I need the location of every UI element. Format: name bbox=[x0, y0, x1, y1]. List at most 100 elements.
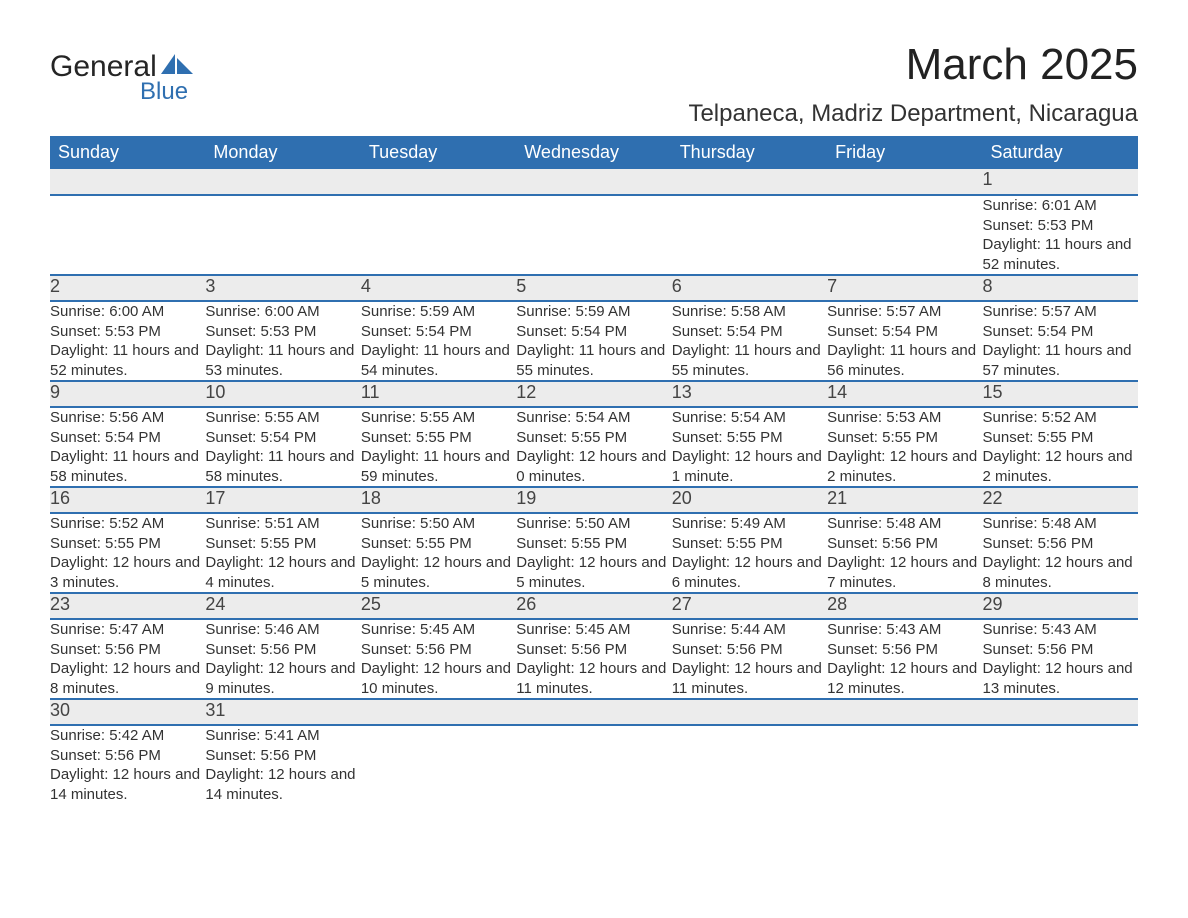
day-detail-cell bbox=[361, 725, 516, 804]
sunrise-line: Sunrise: 5:43 AM bbox=[983, 620, 1138, 640]
col-friday: Friday bbox=[827, 136, 982, 169]
sunset-line: Sunset: 5:54 PM bbox=[983, 322, 1138, 342]
day-detail-cell bbox=[205, 195, 360, 275]
sunrise-line: Sunrise: 5:57 AM bbox=[983, 302, 1138, 322]
day-number-cell bbox=[827, 699, 982, 725]
day-number-cell bbox=[205, 169, 360, 195]
daylight-line: Daylight: 12 hours and 5 minutes. bbox=[361, 553, 516, 592]
day-number-cell: 9 bbox=[50, 381, 205, 407]
day-detail-cell: Sunrise: 5:59 AMSunset: 5:54 PMDaylight:… bbox=[516, 301, 671, 381]
sunrise-line: Sunrise: 6:01 AM bbox=[983, 196, 1138, 216]
daylight-line: Daylight: 11 hours and 59 minutes. bbox=[361, 447, 516, 486]
day-detail-cell bbox=[672, 195, 827, 275]
sunrise-line: Sunrise: 5:52 AM bbox=[983, 408, 1138, 428]
day-number-cell bbox=[827, 169, 982, 195]
day-number-cell: 2 bbox=[50, 275, 205, 301]
day-number-cell: 20 bbox=[672, 487, 827, 513]
day-detail-cell: Sunrise: 5:47 AMSunset: 5:56 PMDaylight:… bbox=[50, 619, 205, 699]
day-number-cell: 30 bbox=[50, 699, 205, 725]
day-number-cell: 27 bbox=[672, 593, 827, 619]
day-detail-cell: Sunrise: 5:52 AMSunset: 5:55 PMDaylight:… bbox=[50, 513, 205, 593]
day-detail-cell bbox=[516, 725, 671, 804]
day-number-cell bbox=[516, 169, 671, 195]
sunrise-line: Sunrise: 5:56 AM bbox=[50, 408, 205, 428]
day-detail-cell: Sunrise: 6:00 AMSunset: 5:53 PMDaylight:… bbox=[50, 301, 205, 381]
header: General Blue March 2025 Telpaneca, Madri… bbox=[50, 40, 1138, 128]
sunset-line: Sunset: 5:54 PM bbox=[361, 322, 516, 342]
day-number-cell: 5 bbox=[516, 275, 671, 301]
page-title: March 2025 bbox=[688, 40, 1138, 90]
sunrise-line: Sunrise: 5:59 AM bbox=[516, 302, 671, 322]
sunrise-line: Sunrise: 5:52 AM bbox=[50, 514, 205, 534]
day-number-cell: 16 bbox=[50, 487, 205, 513]
sunset-line: Sunset: 5:56 PM bbox=[50, 746, 205, 766]
day-detail-cell: Sunrise: 5:45 AMSunset: 5:56 PMDaylight:… bbox=[361, 619, 516, 699]
sunset-line: Sunset: 5:56 PM bbox=[672, 640, 827, 660]
sunrise-line: Sunrise: 5:45 AM bbox=[516, 620, 671, 640]
daylight-line: Daylight: 11 hours and 55 minutes. bbox=[672, 341, 827, 380]
sunrise-line: Sunrise: 5:44 AM bbox=[672, 620, 827, 640]
daylight-line: Daylight: 11 hours and 58 minutes. bbox=[50, 447, 205, 486]
daylight-line: Daylight: 11 hours and 58 minutes. bbox=[205, 447, 360, 486]
col-monday: Monday bbox=[205, 136, 360, 169]
day-detail-cell bbox=[672, 725, 827, 804]
day-number-cell: 13 bbox=[672, 381, 827, 407]
daylight-line: Daylight: 12 hours and 6 minutes. bbox=[672, 553, 827, 592]
calendar-table: Sunday Monday Tuesday Wednesday Thursday… bbox=[50, 136, 1138, 804]
day-number-cell: 23 bbox=[50, 593, 205, 619]
day-number-cell: 12 bbox=[516, 381, 671, 407]
day-detail-cell: Sunrise: 5:43 AMSunset: 5:56 PMDaylight:… bbox=[827, 619, 982, 699]
day-number-cell: 24 bbox=[205, 593, 360, 619]
day-detail-cell: Sunrise: 5:48 AMSunset: 5:56 PMDaylight:… bbox=[827, 513, 982, 593]
sunset-line: Sunset: 5:55 PM bbox=[983, 428, 1138, 448]
col-wednesday: Wednesday bbox=[516, 136, 671, 169]
daylight-line: Daylight: 11 hours and 56 minutes. bbox=[827, 341, 982, 380]
sunset-line: Sunset: 5:56 PM bbox=[827, 534, 982, 554]
sunrise-line: Sunrise: 5:54 AM bbox=[516, 408, 671, 428]
day-number-cell: 25 bbox=[361, 593, 516, 619]
day-number-cell: 28 bbox=[827, 593, 982, 619]
day-number-cell bbox=[361, 699, 516, 725]
sunset-line: Sunset: 5:55 PM bbox=[672, 428, 827, 448]
daylight-line: Daylight: 12 hours and 8 minutes. bbox=[983, 553, 1138, 592]
detail-row: Sunrise: 6:01 AMSunset: 5:53 PMDaylight:… bbox=[50, 195, 1138, 275]
sunset-line: Sunset: 5:53 PM bbox=[50, 322, 205, 342]
day-detail-cell: Sunrise: 5:54 AMSunset: 5:55 PMDaylight:… bbox=[672, 407, 827, 487]
day-detail-cell: Sunrise: 6:00 AMSunset: 5:53 PMDaylight:… bbox=[205, 301, 360, 381]
sunset-line: Sunset: 5:55 PM bbox=[205, 534, 360, 554]
day-number-cell: 14 bbox=[827, 381, 982, 407]
day-number-cell bbox=[50, 169, 205, 195]
sunrise-line: Sunrise: 5:59 AM bbox=[361, 302, 516, 322]
day-detail-cell: Sunrise: 5:46 AMSunset: 5:56 PMDaylight:… bbox=[205, 619, 360, 699]
day-detail-cell: Sunrise: 5:45 AMSunset: 5:56 PMDaylight:… bbox=[516, 619, 671, 699]
logo-text-blue: Blue bbox=[140, 78, 188, 106]
sunrise-line: Sunrise: 5:48 AM bbox=[983, 514, 1138, 534]
sunset-line: Sunset: 5:55 PM bbox=[361, 534, 516, 554]
day-detail-cell: Sunrise: 5:44 AMSunset: 5:56 PMDaylight:… bbox=[672, 619, 827, 699]
sunset-line: Sunset: 5:56 PM bbox=[516, 640, 671, 660]
sunset-line: Sunset: 5:54 PM bbox=[672, 322, 827, 342]
daylight-line: Daylight: 11 hours and 52 minutes. bbox=[983, 235, 1138, 274]
daylight-line: Daylight: 12 hours and 14 minutes. bbox=[205, 765, 360, 804]
day-number-cell: 1 bbox=[983, 169, 1138, 195]
daylight-line: Daylight: 12 hours and 2 minutes. bbox=[827, 447, 982, 486]
sunset-line: Sunset: 5:53 PM bbox=[983, 216, 1138, 236]
location-subtitle: Telpaneca, Madriz Department, Nicaragua bbox=[688, 100, 1138, 128]
day-number-cell: 18 bbox=[361, 487, 516, 513]
day-detail-cell: Sunrise: 5:55 AMSunset: 5:54 PMDaylight:… bbox=[205, 407, 360, 487]
day-detail-cell: Sunrise: 5:53 AMSunset: 5:55 PMDaylight:… bbox=[827, 407, 982, 487]
sunrise-line: Sunrise: 5:55 AM bbox=[361, 408, 516, 428]
daylight-line: Daylight: 11 hours and 54 minutes. bbox=[361, 341, 516, 380]
sunrise-line: Sunrise: 6:00 AM bbox=[205, 302, 360, 322]
day-detail-cell bbox=[827, 725, 982, 804]
sunrise-line: Sunrise: 6:00 AM bbox=[50, 302, 205, 322]
sunrise-line: Sunrise: 5:47 AM bbox=[50, 620, 205, 640]
daylight-line: Daylight: 12 hours and 10 minutes. bbox=[361, 659, 516, 698]
day-number-cell: 26 bbox=[516, 593, 671, 619]
sunrise-line: Sunrise: 5:57 AM bbox=[827, 302, 982, 322]
col-saturday: Saturday bbox=[983, 136, 1138, 169]
col-tuesday: Tuesday bbox=[361, 136, 516, 169]
daylight-line: Daylight: 12 hours and 11 minutes. bbox=[516, 659, 671, 698]
daylight-line: Daylight: 11 hours and 52 minutes. bbox=[50, 341, 205, 380]
day-detail-cell: Sunrise: 5:51 AMSunset: 5:55 PMDaylight:… bbox=[205, 513, 360, 593]
